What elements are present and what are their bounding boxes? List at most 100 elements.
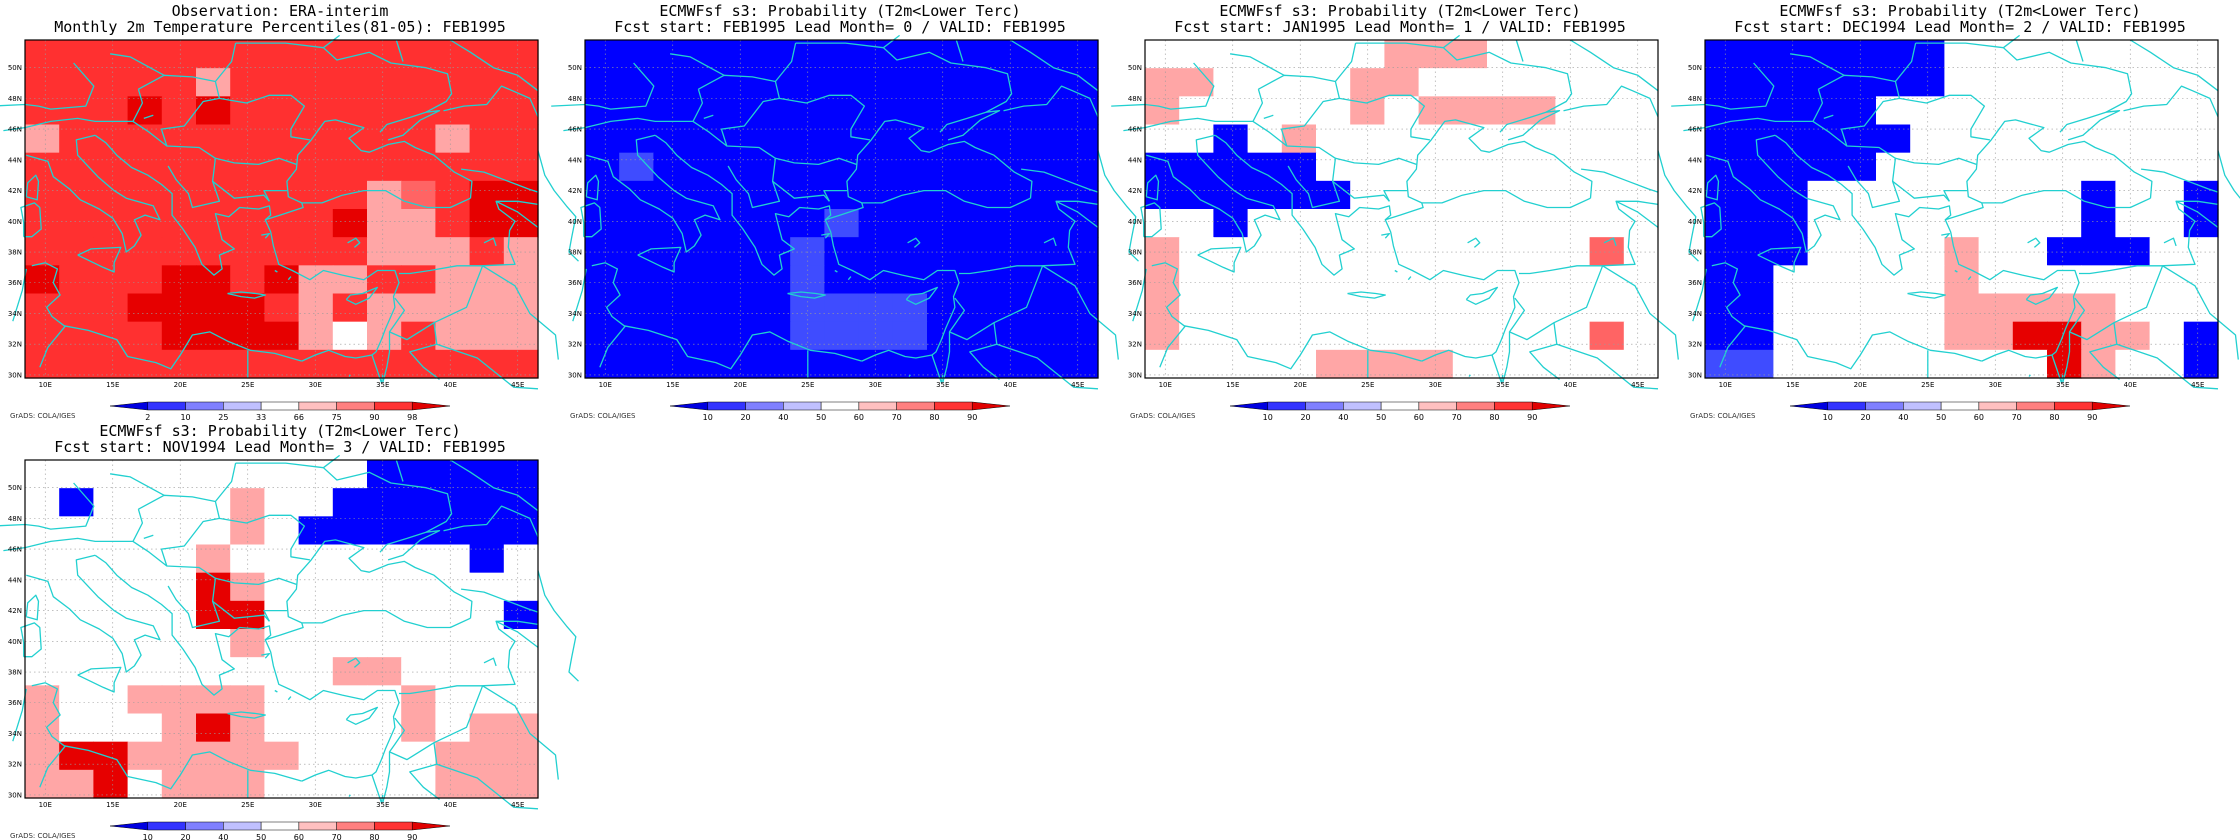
lat-tick-label: 32N	[1128, 341, 1142, 349]
lat-tick-label: 42N	[8, 187, 22, 195]
coastline	[261, 652, 271, 659]
coastline	[25, 594, 40, 621]
grid-cell	[1739, 349, 1774, 379]
map-panel-lead1: ECMWFsf s3: Probability (T2m<Lower Terc)…	[1111, 0, 1699, 422]
lon-tick-label: 40E	[1564, 381, 1577, 389]
coastline	[882, 47, 1013, 113]
colorbar-label: 50	[816, 413, 826, 422]
lon-tick-label: 30E	[1429, 381, 1442, 389]
coastline	[1967, 276, 1972, 281]
grid-cell	[469, 629, 505, 658]
coastline	[1706, 134, 1841, 253]
grid-cell	[230, 321, 265, 351]
coastline	[443, 505, 539, 538]
grid-cell	[2149, 209, 2185, 238]
grid-cell	[1029, 209, 1065, 238]
grid-cell	[469, 321, 505, 351]
lon-tick-label: 10E	[599, 381, 612, 389]
coastline	[2141, 168, 2219, 193]
coastline	[132, 509, 144, 542]
grid-cell	[1281, 293, 1317, 323]
grid-cell	[1213, 349, 1249, 379]
coastline	[264, 639, 400, 703]
grid-cell	[1555, 152, 1591, 182]
grid-cell	[264, 180, 300, 210]
grid-cell	[435, 209, 471, 238]
coastline	[443, 85, 539, 118]
grid-cell	[332, 713, 368, 743]
grid-cell	[721, 68, 757, 97]
grid-cell	[927, 293, 962, 323]
grid-cell	[230, 741, 265, 771]
grid-cell	[1145, 349, 1180, 379]
coastline	[1892, 180, 1950, 202]
colorbar-segment	[1827, 401, 1866, 411]
grid-cell	[1487, 237, 1522, 266]
grid-cell	[2183, 40, 2219, 69]
coastlines	[551, 34, 1139, 390]
data-cells	[25, 40, 539, 379]
colorbar-segment	[336, 401, 375, 411]
grid-cell	[367, 572, 402, 602]
data-cells	[1145, 40, 1659, 379]
grid-cell	[1978, 96, 2014, 126]
grid-cell	[469, 152, 505, 182]
colorbar-segment	[1978, 401, 2017, 411]
grid-cell	[1452, 152, 1488, 182]
coastline	[599, 325, 627, 368]
grid-cell	[1521, 237, 1556, 266]
grid-cell	[2047, 293, 2082, 323]
grid-cell	[1029, 349, 1065, 379]
grid-cell	[161, 293, 197, 323]
grid-cell	[756, 293, 791, 323]
colorbar-segment	[185, 821, 224, 831]
grid-cell	[25, 68, 60, 97]
coastline	[449, 459, 539, 512]
grid-cell	[1739, 68, 1774, 97]
map-frame	[1704, 39, 2219, 379]
lat-tick-label: 42N	[568, 187, 582, 195]
lat-tick-label: 46N	[1128, 126, 1142, 134]
grid-cell	[1978, 68, 2014, 97]
coastline	[1556, 343, 1659, 390]
grid-cell	[1841, 68, 1877, 97]
grid-cell	[1521, 209, 1556, 238]
coastline	[322, 47, 453, 113]
grid-cell	[1807, 152, 1843, 182]
grid-cell	[1452, 68, 1488, 97]
grid-cell	[1029, 96, 1065, 126]
grid-cell	[127, 769, 163, 799]
grid-cell	[1841, 180, 1877, 210]
coastline	[1840, 94, 1991, 147]
grid-cell	[264, 516, 300, 546]
coastline	[94, 134, 304, 276]
grid-cell	[264, 657, 300, 686]
grid-cell	[1807, 237, 1843, 266]
coastline	[1347, 291, 1386, 299]
coastline	[395, 39, 404, 62]
grid-cell	[2183, 321, 2219, 351]
lat-tick-label: 34N	[1128, 310, 1142, 318]
coastline	[461, 168, 539, 193]
grid-cell	[1521, 349, 1556, 379]
grid-cell	[93, 293, 129, 323]
grid-cell	[503, 741, 539, 771]
colorbar-label: 40	[218, 833, 228, 840]
grid-cell	[503, 516, 539, 546]
grid-cell	[2081, 349, 2116, 379]
grid-cell	[435, 68, 471, 97]
grid-cell	[653, 96, 689, 126]
coastline	[1146, 134, 1281, 253]
grid-cell	[161, 265, 197, 295]
colorbar-label: 75	[332, 413, 342, 422]
grid-cell	[25, 657, 60, 686]
grid-cell	[1418, 265, 1454, 295]
grid-cell	[161, 321, 197, 351]
grid-cell	[93, 152, 129, 182]
colorbar-segment	[934, 401, 973, 411]
grid-cell	[264, 96, 300, 126]
coastline	[847, 276, 852, 281]
grid-cell	[2047, 68, 2082, 97]
grid-cell	[264, 685, 300, 715]
grid-cell	[298, 685, 334, 715]
